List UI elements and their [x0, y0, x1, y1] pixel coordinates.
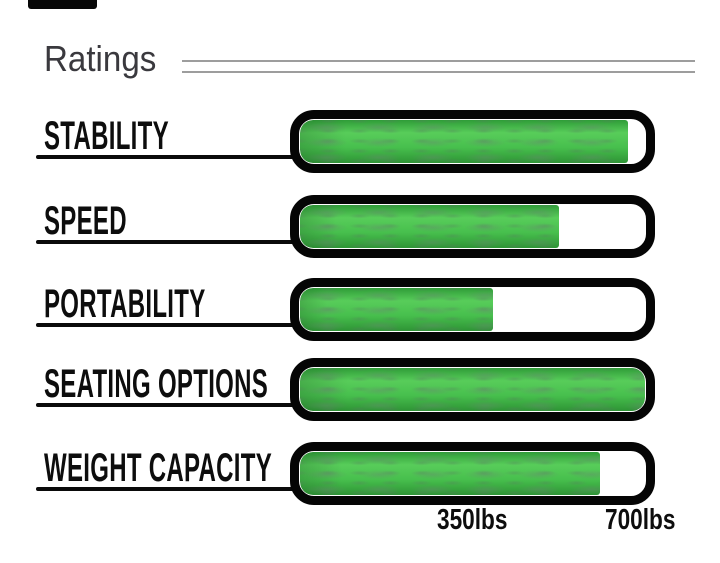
label-leader-line [36, 403, 302, 407]
weight-capacity-gauge [290, 442, 655, 505]
gauge-track [300, 120, 645, 163]
gauge-fill [300, 288, 494, 331]
rating-row-speed: SPEED [0, 195, 720, 258]
rating-label-stability: STABILITY [44, 114, 169, 158]
gauge-track [300, 205, 645, 248]
seating-options-gauge [290, 358, 655, 421]
rating-label-weight-capacity: WEIGHT CAPACITY [44, 446, 273, 490]
scale-max-label: 700lbs [605, 504, 676, 536]
stability-gauge [290, 110, 655, 173]
rating-row-weight-capacity: WEIGHT CAPACITY [0, 442, 720, 505]
label-leader-line [36, 487, 302, 491]
rating-row-seating-options: SEATING OPTIONS [0, 358, 720, 421]
label-leader-line [36, 155, 302, 159]
gauge-track [300, 368, 645, 411]
speed-gauge [290, 195, 655, 258]
gauge-fill [300, 368, 645, 411]
rating-label-portability: PORTABILITY [44, 282, 206, 326]
rating-label-speed: SPEED [44, 199, 127, 243]
title-rule-top [182, 60, 695, 62]
title-rule-bottom [182, 71, 695, 73]
cropped-divider-fragment [28, 0, 97, 9]
scale-midpoint-label: 350lbs [437, 504, 508, 536]
label-leader-line [36, 240, 302, 244]
rating-label-seating-options: SEATING OPTIONS [44, 362, 269, 406]
gauge-fill [300, 452, 601, 495]
rating-row-portability: PORTABILITY [0, 278, 720, 341]
section-title: Ratings [44, 38, 157, 79]
gauge-track [300, 288, 645, 331]
gauge-fill [300, 120, 628, 163]
portability-gauge [290, 278, 655, 341]
label-leader-line [36, 323, 302, 327]
gauge-fill [300, 205, 559, 248]
rating-row-stability: STABILITY [0, 110, 720, 173]
gauge-track [300, 452, 645, 495]
